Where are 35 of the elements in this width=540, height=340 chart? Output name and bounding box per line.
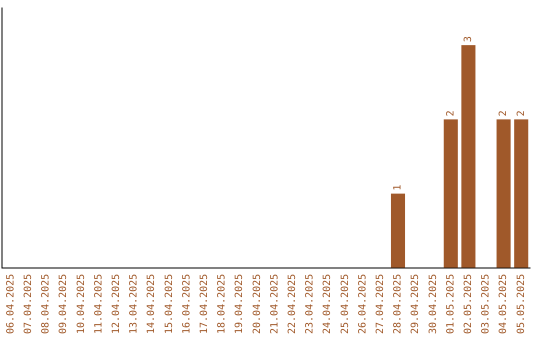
x-tick-label: 17.04.2025 xyxy=(198,274,210,334)
data-label: 2 xyxy=(516,110,527,116)
x-tick-label: 10.04.2025 xyxy=(76,274,87,334)
x-tick-label: 30.04.2025 xyxy=(428,274,439,334)
x-tick-label: 13.04.2025 xyxy=(128,274,140,334)
data-label: 2 xyxy=(498,110,510,116)
data-label: 1 xyxy=(392,184,404,191)
data-label: 2 xyxy=(445,110,456,116)
x-tick-label: 11.04.2025 xyxy=(93,274,104,334)
x-tick-label: 19.04.2025 xyxy=(234,274,246,334)
x-tick-label: 03.05.2025 xyxy=(480,274,492,334)
x-tick-label: 15.04.2025 xyxy=(164,274,175,334)
data-label: 3 xyxy=(462,36,474,42)
x-tick-label: 01.05.2025 xyxy=(445,274,456,334)
x-tick-label: 25.04.2025 xyxy=(340,274,351,334)
x-tick-label: 14.04.2025 xyxy=(146,274,158,334)
x-tick-label: 02.05.2025 xyxy=(462,274,474,334)
x-tick-label: 09.04.2025 xyxy=(58,274,70,334)
x-tick-label: 26.04.2025 xyxy=(357,274,368,334)
x-tick-label: 21.04.2025 xyxy=(269,274,280,334)
x-tick-label: 16.04.2025 xyxy=(181,274,192,334)
x-tick-label: 20.04.2025 xyxy=(252,274,263,334)
x-tick-label: 28.04.2025 xyxy=(392,274,404,334)
x-tick-label: 29.04.2025 xyxy=(410,274,422,334)
x-tick-label: 07.04.2025 xyxy=(22,274,34,334)
x-tick-label: 18.04.2025 xyxy=(216,274,228,334)
x-tick-label: 05.05.2025 xyxy=(516,274,527,334)
x-tick-label: 23.04.2025 xyxy=(304,274,316,334)
x-tick-label: 06.04.2025 xyxy=(5,274,16,334)
x-tick-label: 04.05.2025 xyxy=(498,274,510,334)
x-tick-label: 12.04.2025 xyxy=(110,274,122,334)
x-tick-label: 08.04.2025 xyxy=(40,274,52,334)
x-tick-label: 27.04.2025 xyxy=(374,274,386,334)
x-tick-label: 24.04.2025 xyxy=(322,274,334,334)
x-tick-label: 22.04.2025 xyxy=(286,274,298,334)
